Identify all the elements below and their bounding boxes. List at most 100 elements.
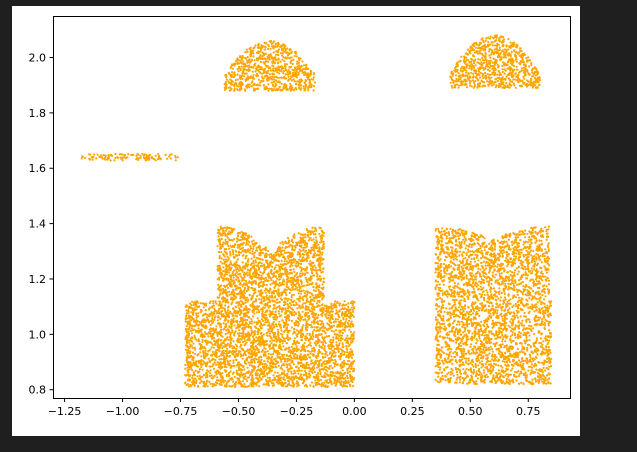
data-point xyxy=(274,69,277,72)
data-point xyxy=(314,289,317,293)
data-point xyxy=(470,63,473,66)
data-point xyxy=(317,363,320,366)
data-point xyxy=(271,72,274,75)
data-point xyxy=(258,274,261,277)
data-point xyxy=(302,73,306,76)
data-point xyxy=(283,360,286,363)
data-point xyxy=(109,159,112,162)
data-point xyxy=(242,67,245,70)
data-point xyxy=(268,56,271,60)
data-point xyxy=(451,86,454,89)
data-point xyxy=(197,371,200,374)
data-point xyxy=(500,78,504,81)
data-point xyxy=(293,66,297,69)
data-point xyxy=(298,67,301,71)
data-point xyxy=(339,319,342,322)
data-point xyxy=(335,329,338,332)
data-point xyxy=(538,76,541,79)
data-point xyxy=(209,300,212,303)
data-point xyxy=(315,305,318,308)
data-point xyxy=(254,261,257,264)
data-point xyxy=(245,254,248,257)
data-point xyxy=(312,85,316,88)
data-point xyxy=(319,235,322,238)
data-point xyxy=(498,73,501,77)
data-point xyxy=(484,67,487,70)
data-point xyxy=(220,378,223,381)
data-point xyxy=(271,339,274,342)
data-point xyxy=(229,345,232,348)
data-point xyxy=(302,302,305,305)
data-point xyxy=(231,71,234,74)
data-point xyxy=(308,82,311,85)
data-point xyxy=(193,324,196,328)
data-point xyxy=(494,78,498,81)
data-point xyxy=(483,49,486,52)
data-point xyxy=(164,153,167,156)
data-point xyxy=(212,302,215,305)
data-point xyxy=(287,338,290,341)
data-point xyxy=(277,57,280,60)
data-point xyxy=(515,51,518,54)
data-point xyxy=(341,325,344,328)
data-point xyxy=(493,73,496,76)
data-point xyxy=(251,295,254,298)
data-point xyxy=(490,51,493,54)
data-point xyxy=(232,359,235,362)
data-point xyxy=(297,83,300,87)
data-point xyxy=(268,256,272,259)
data-point xyxy=(349,374,352,377)
data-point xyxy=(285,283,289,286)
data-point xyxy=(510,50,513,54)
data-point xyxy=(299,336,303,339)
data-point xyxy=(297,61,300,64)
data-point xyxy=(270,81,273,84)
data-point xyxy=(270,87,273,90)
data-point xyxy=(507,48,510,51)
data-point xyxy=(341,369,344,372)
data-point xyxy=(491,81,494,84)
data-point xyxy=(496,63,499,66)
data-point xyxy=(303,89,306,92)
data-point xyxy=(257,51,260,55)
data-point xyxy=(477,58,480,61)
data-point xyxy=(219,292,222,295)
data-point xyxy=(286,372,289,375)
data-point xyxy=(465,64,468,67)
data-point xyxy=(245,77,248,80)
data-point xyxy=(267,53,270,57)
data-point xyxy=(195,312,198,315)
data-point xyxy=(296,253,299,256)
data-point xyxy=(225,277,228,280)
data-point xyxy=(454,66,457,70)
data-point xyxy=(316,342,319,345)
data-point xyxy=(228,344,231,347)
data-point xyxy=(291,246,294,249)
data-point xyxy=(255,74,258,77)
data-point xyxy=(316,359,319,362)
data-point xyxy=(251,287,254,290)
data-point xyxy=(261,319,265,322)
data-point xyxy=(480,61,483,64)
data-point xyxy=(242,365,245,368)
data-point xyxy=(185,312,188,315)
data-point xyxy=(322,277,325,280)
data-point xyxy=(315,321,318,324)
data-point xyxy=(187,333,191,336)
data-point xyxy=(487,36,490,39)
data-point xyxy=(258,257,262,261)
data-point xyxy=(323,347,326,350)
data-point xyxy=(276,371,279,374)
data-point xyxy=(294,74,297,78)
data-point xyxy=(190,311,193,314)
data-point xyxy=(239,297,242,300)
data-point xyxy=(509,67,512,70)
data-point xyxy=(276,328,280,331)
data-point xyxy=(502,35,505,38)
data-point xyxy=(309,295,312,299)
data-point xyxy=(243,75,246,78)
data-point xyxy=(292,89,295,92)
data-point xyxy=(268,87,271,90)
data-point xyxy=(470,58,474,61)
data-point xyxy=(222,322,225,325)
